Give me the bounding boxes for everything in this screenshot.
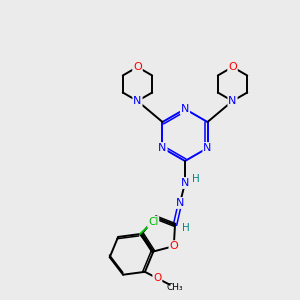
Text: H: H <box>192 174 200 184</box>
Text: N: N <box>203 143 212 153</box>
Text: O: O <box>133 62 142 72</box>
Text: N: N <box>181 104 189 114</box>
Text: CH₃: CH₃ <box>167 283 183 292</box>
Text: N: N <box>158 143 167 153</box>
Text: N: N <box>176 198 184 208</box>
Text: O: O <box>228 62 237 72</box>
Text: O: O <box>169 241 178 251</box>
Text: N: N <box>181 178 189 188</box>
Text: O: O <box>153 273 161 283</box>
Text: N: N <box>133 96 142 106</box>
Text: N: N <box>228 96 237 106</box>
Text: Cl: Cl <box>148 217 158 227</box>
Text: H: H <box>182 223 190 233</box>
